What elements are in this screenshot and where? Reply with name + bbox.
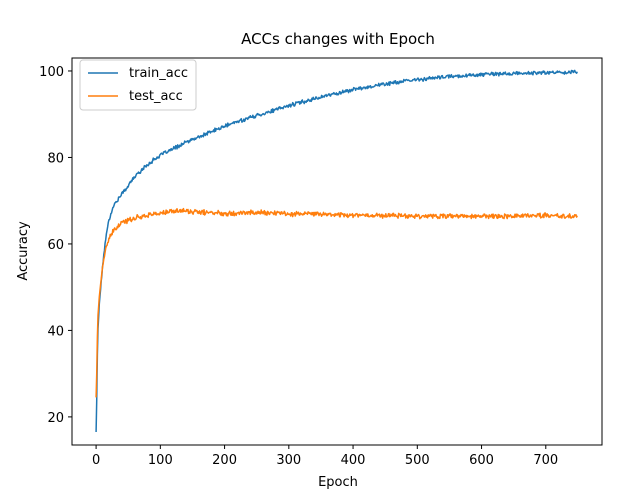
x-tick-label: 600 — [469, 453, 494, 468]
y-tick-label: 40 — [47, 324, 64, 339]
y-axis: 20 40 60 80 100 — [39, 65, 72, 426]
series-line-train-acc — [95, 69, 578, 433]
x-tick-label: 200 — [212, 453, 237, 468]
chart-title: ACCs changes with Epoch — [241, 30, 435, 48]
legend-label-train-acc: train_acc — [129, 66, 188, 81]
y-axis-label: Accuracy — [16, 221, 31, 281]
legend-label-test-acc: test_acc — [129, 89, 183, 104]
x-axis: 0 100 200 300 400 500 600 700 — [92, 445, 558, 468]
x-tick-label: 700 — [533, 453, 558, 468]
series-line-test-acc — [95, 207, 578, 398]
x-tick-label: 300 — [276, 453, 301, 468]
plot-frame — [71, 57, 603, 446]
legend: train_acc test_acc — [79, 59, 197, 111]
y-tick-label: 60 — [47, 238, 64, 253]
x-axis-label: Epoch — [318, 475, 358, 490]
x-tick-label: 0 — [92, 453, 100, 468]
plot-area — [71, 57, 603, 446]
y-tick-label: 80 — [47, 151, 64, 166]
y-tick-label: 20 — [47, 411, 64, 426]
y-tick-label: 100 — [39, 65, 64, 80]
x-tick-label: 500 — [405, 453, 430, 468]
x-tick-label: 100 — [148, 453, 173, 468]
x-tick-label: 400 — [341, 453, 366, 468]
series-layer — [95, 69, 578, 433]
